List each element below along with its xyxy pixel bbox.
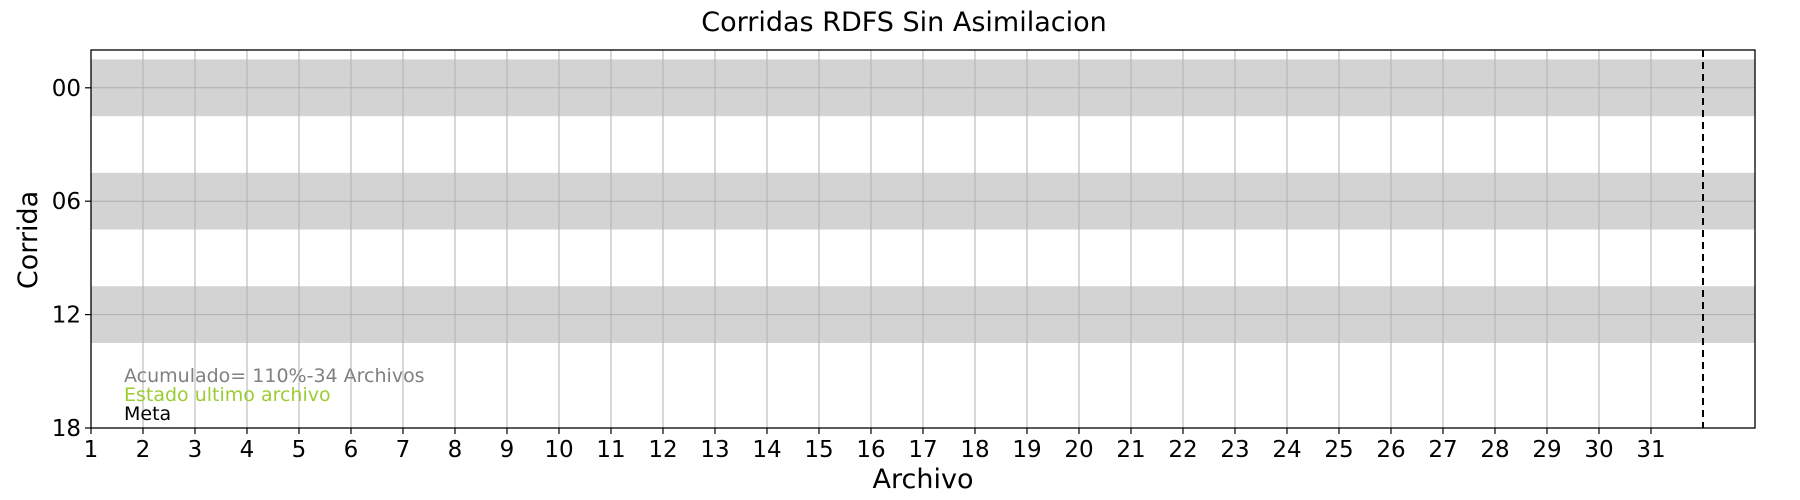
x-tick-label: 19: [1012, 437, 1041, 463]
annotation-meta: Meta: [124, 403, 171, 425]
x-tick-label: 16: [856, 437, 885, 463]
y-ticks: 00 06 12 18: [52, 76, 91, 442]
x-tick-label: 2: [136, 437, 151, 463]
y-tick-label: 18: [52, 416, 81, 442]
x-tick-label: 11: [596, 437, 625, 463]
x-tick-label: 6: [344, 437, 359, 463]
x-tick-label: 15: [804, 437, 833, 463]
x-tick-label: 26: [1376, 437, 1405, 463]
x-tick-label: 13: [700, 437, 729, 463]
annotation-acumulado: Acumulado= 110%-34 Archivos: [124, 365, 425, 387]
x-tick-label: 30: [1584, 437, 1613, 463]
x-tick-label: 8: [448, 437, 463, 463]
x-tick-label: 14: [752, 437, 781, 463]
x-tick-label: 28: [1480, 437, 1509, 463]
x-tick-label: 27: [1428, 437, 1457, 463]
x-tick-label: 25: [1324, 437, 1353, 463]
annotation-estado-ultimo-archivo: Estado ultimo archivo: [124, 384, 331, 406]
grid-layer: [90, 50, 1755, 429]
x-tick-label: 7: [396, 437, 411, 463]
x-tick-label: 5: [292, 437, 307, 463]
x-tick-label: 24: [1272, 437, 1301, 463]
x-tick-label: 22: [1168, 437, 1197, 463]
x-tick-label: 4: [240, 437, 255, 463]
x-tick-label: 23: [1220, 437, 1249, 463]
x-tick-label: 17: [908, 437, 937, 463]
x-tick-label: 18: [960, 437, 989, 463]
chart-title: Corridas RDFS Sin Asimilacion: [701, 7, 1106, 38]
x-tick-label: 10: [544, 437, 573, 463]
x-tick-label: 21: [1116, 437, 1145, 463]
x-axis-label: Archivo: [873, 464, 974, 495]
x-tick-label: 31: [1636, 437, 1665, 463]
x-tick-label: 9: [500, 437, 515, 463]
x-tick-label: 20: [1064, 437, 1093, 463]
x-tick-label: 3: [188, 437, 203, 463]
y-axis-label: Corrida: [13, 191, 44, 289]
x-tick-label: 29: [1532, 437, 1561, 463]
x-tick-label: 12: [648, 437, 677, 463]
y-tick-label: 06: [52, 189, 81, 215]
y-tick-label: 12: [52, 303, 81, 329]
x-tick-label: 1: [84, 437, 99, 463]
x-ticks: 1 2 3 4 5 6 7 8 9 10 11 12 13 14 15 16 17 18 19 20 21 22 23 24 2…: [84, 428, 1666, 463]
y-tick-label: 00: [52, 76, 81, 102]
